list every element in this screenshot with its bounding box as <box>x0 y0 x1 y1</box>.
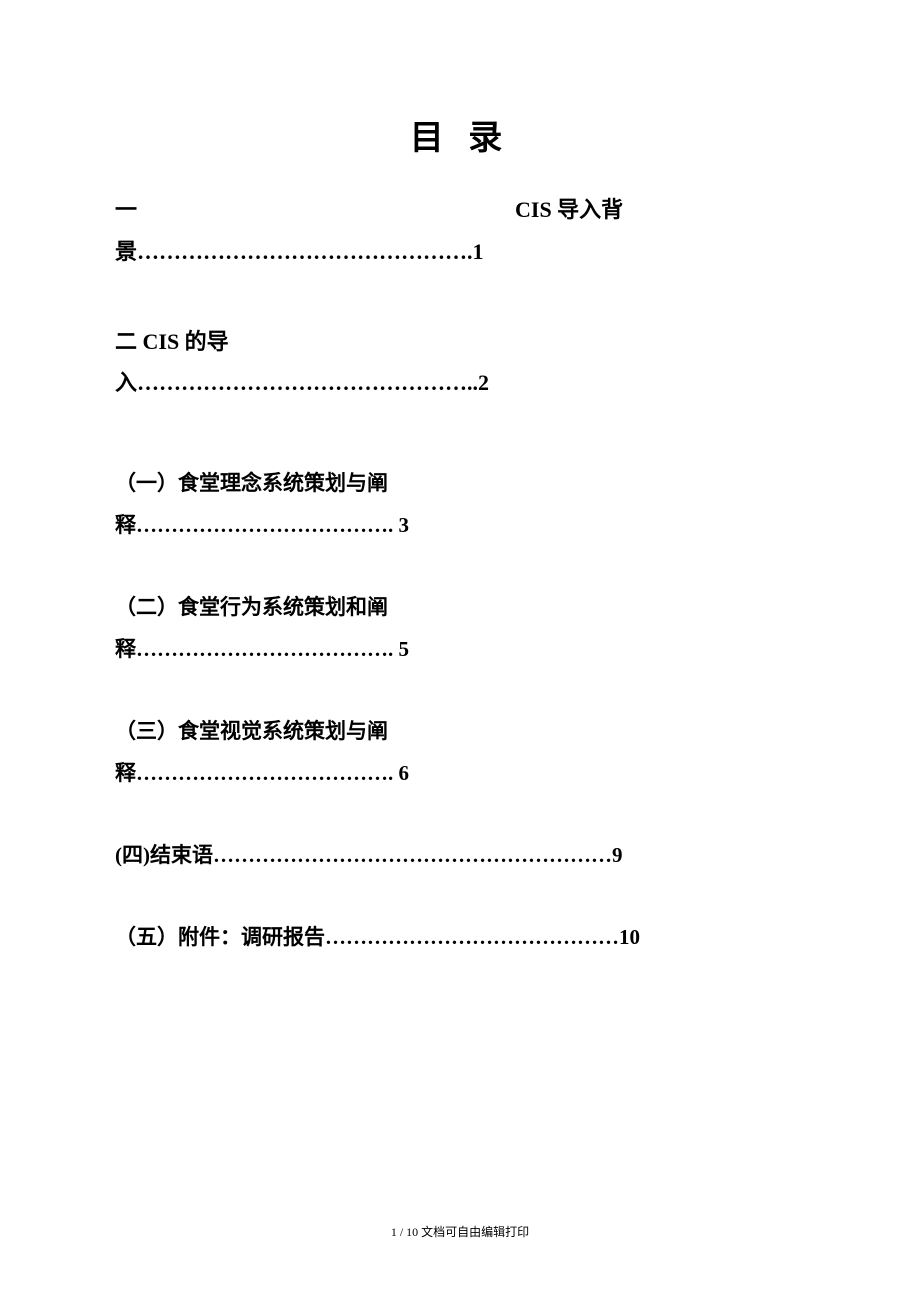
page-title: 目 录 <box>115 110 805 159</box>
toc-entry-5: （三）食堂视觉系统策划与阐 释………………………………. 6 <box>115 710 805 794</box>
entry-4-text: （二）食堂行为系统策划和阐 <box>115 595 388 619</box>
entry-7-text: （五）附件：调研报告……………………………………10 <box>115 925 640 949</box>
document-page: 目 录 一CIS 导入背 景……………………………………….1 二 CIS 的导… <box>0 0 920 958</box>
toc-entry-2: 二 CIS 的导 入………………………………………..2 <box>115 321 805 405</box>
entry-2-text: 二 CIS 的导 <box>115 329 229 354</box>
entry-4-continuation: 释………………………………. 5 <box>115 637 409 661</box>
entry-2-continuation: 入………………………………………..2 <box>115 370 489 395</box>
entry-5-continuation: 释………………………………. 6 <box>115 761 409 785</box>
entry-1-text: CIS 导入背 <box>515 197 623 222</box>
toc-entry-6: (四)结束语…………………………………………………9 <box>115 834 805 876</box>
toc-entry-3: （一）食堂理念系统策划与阐 释………………………………. 3 <box>115 462 805 546</box>
entry-5-text: （三）食堂视觉系统策划与阐 <box>115 719 388 743</box>
entry-1-label: 一 <box>115 189 515 231</box>
toc-entry-7: （五）附件：调研报告……………………………………10 <box>115 916 805 958</box>
toc-entry-4: （二）食堂行为系统策划和阐 释………………………………. 5 <box>115 586 805 670</box>
entry-6-text: (四)结束语…………………………………………………9 <box>115 843 623 867</box>
entry-3-continuation: 释………………………………. 3 <box>115 513 409 537</box>
entry-1-continuation: 景……………………………………….1 <box>115 239 484 264</box>
entry-3-text: （一）食堂理念系统策划与阐 <box>115 471 388 495</box>
toc-entry-1: 一CIS 导入背 景……………………………………….1 <box>115 189 805 273</box>
page-footer: 1 / 10 文档可自由编辑打印 <box>0 1223 920 1240</box>
